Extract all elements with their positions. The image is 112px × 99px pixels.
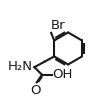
Text: H₂N: H₂N — [8, 60, 32, 73]
Text: OH: OH — [52, 68, 73, 81]
Text: O: O — [31, 84, 41, 97]
Text: Br: Br — [51, 20, 66, 32]
